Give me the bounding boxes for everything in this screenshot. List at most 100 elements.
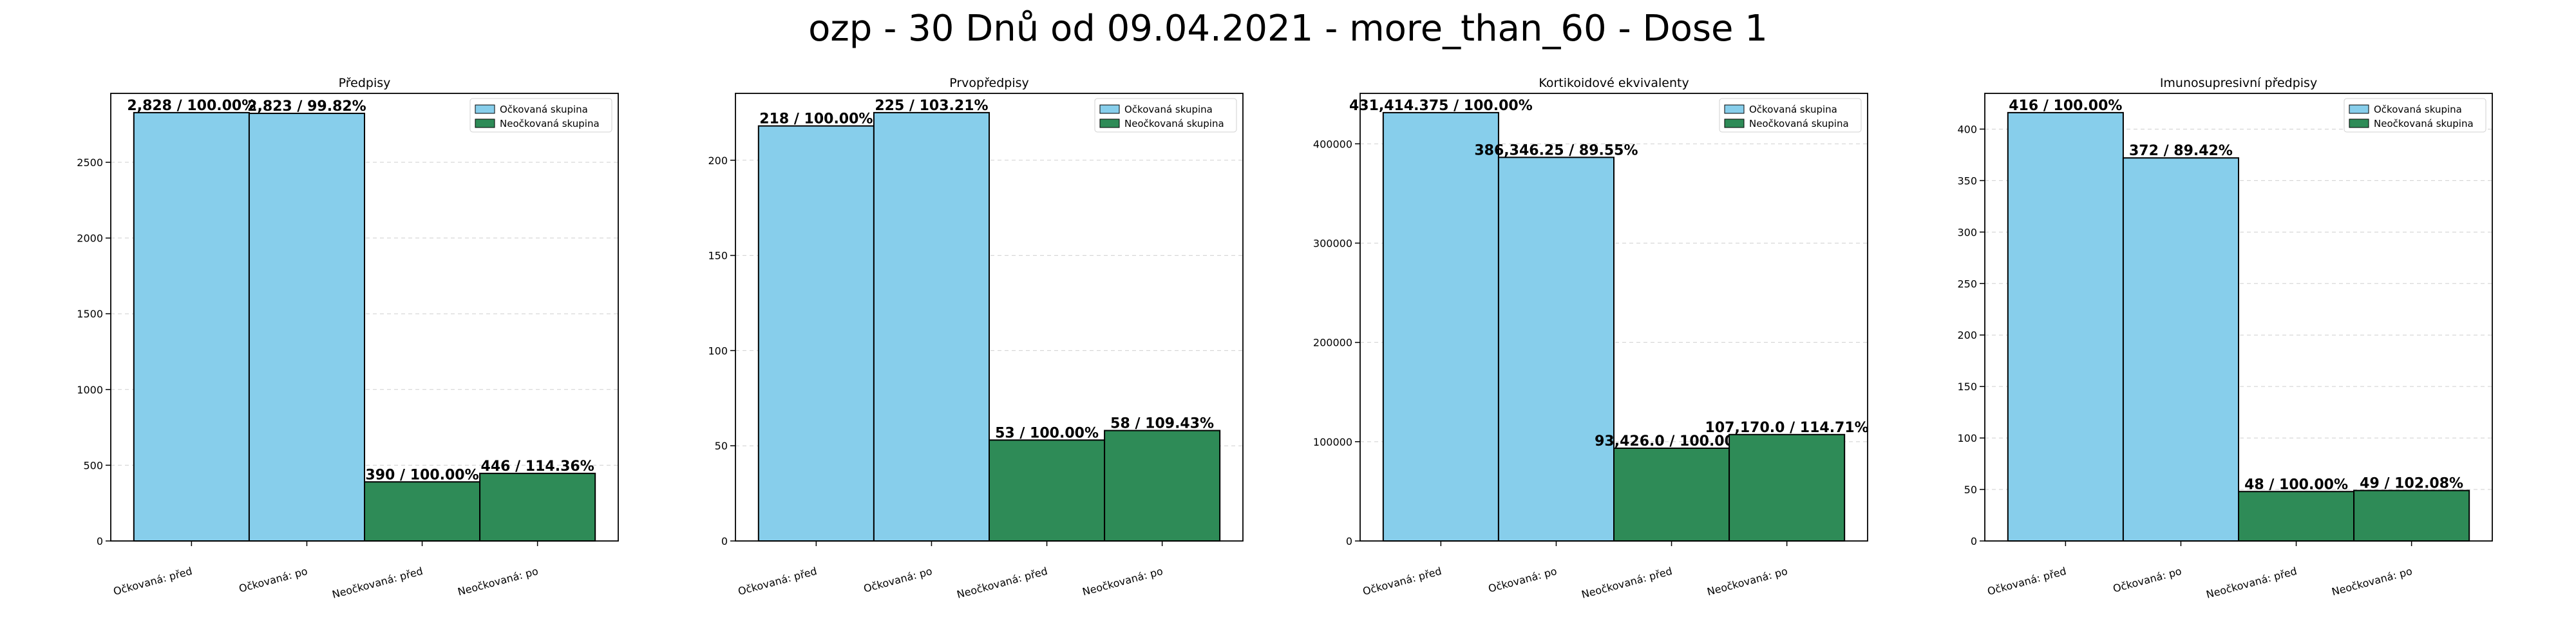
bar (2353, 489, 2470, 542)
legend-box (1094, 98, 1237, 133)
y-tick-label: 400 (1957, 123, 1977, 135)
data-label: 49 / 102.08% (2360, 476, 2463, 492)
axes-frame (110, 93, 619, 542)
y-tick-label: 0 (1346, 535, 1352, 547)
y-tick-label: 50 (1964, 484, 1977, 496)
x-tick-label: Neočkovaná: před (2205, 565, 2298, 601)
y-tick-label: 250 (1957, 278, 1977, 290)
legend-entry: Očkovaná skupina (2374, 104, 2462, 115)
legend-entry: Neočkovaná skupina (1124, 118, 1224, 129)
bar (1613, 447, 1730, 542)
data-label: 431,414.375 / 100.00% (1349, 98, 1533, 114)
y-tick-label: 100 (1957, 432, 1977, 444)
bar (757, 125, 875, 542)
y-tick-label: 400000 (1313, 138, 1352, 150)
data-label: 390 / 100.00% (365, 467, 478, 483)
y-tick-label: 150 (1957, 381, 1977, 393)
y-tick-label: 50 (715, 440, 728, 452)
y-tick-label: 1500 (77, 308, 103, 320)
axes-frame (1984, 93, 2493, 542)
x-tick-label: Neočkovaná: po (1081, 565, 1164, 598)
chart-title: Imunosupresivní předpisy (2160, 76, 2317, 90)
bar (479, 473, 596, 542)
data-label: 372 / 89.42% (2129, 143, 2233, 159)
x-tick-label: Očkovaná: před (1361, 565, 1443, 598)
x-tick-label: Neočkovaná: po (457, 565, 540, 598)
y-tick-label: 200 (1957, 329, 1977, 341)
data-label: 93,426.0 / 100.00% (1595, 433, 1748, 450)
y-tick-label: 300 (1957, 226, 1977, 238)
x-tick-label: Očkovaná: po (1487, 565, 1558, 595)
y-tick-label: 0 (1971, 535, 1977, 547)
legend-box (2344, 98, 2486, 133)
data-label: 53 / 100.00% (995, 425, 1099, 441)
x-tick-label: Neočkovaná: před (1580, 565, 1674, 601)
legend-entry: Očkovaná skupina (500, 104, 588, 115)
bar (989, 439, 1106, 542)
y-tick-label: 500 (83, 459, 103, 471)
data-label: 446 / 114.36% (481, 459, 594, 475)
bar (1382, 111, 1499, 542)
y-tick-label: 2500 (77, 156, 103, 169)
legend-swatch (1724, 118, 1745, 128)
y-tick-label: 200000 (1313, 337, 1352, 349)
chart-title: Kortikoidové ekvivalenty (1539, 76, 1689, 90)
x-tick-label: Očkovaná: po (238, 565, 309, 595)
y-tick-label: 100 (708, 345, 728, 357)
data-label: 107,170.0 / 114.71% (1705, 420, 1869, 436)
x-tick-label: Očkovaná: před (737, 565, 819, 598)
legend-swatch (2349, 118, 2369, 128)
legend-entry: Neočkovaná skupina (500, 118, 600, 129)
axes-frame (735, 93, 1244, 542)
legend-swatch (475, 104, 495, 114)
figure-title: ozp - 30 Dnů od 09.04.2021 - more_than_6… (808, 8, 1768, 50)
chart-title: Předpisy (339, 76, 391, 90)
data-label: 416 / 100.00% (2009, 98, 2122, 114)
y-tick-label: 1000 (77, 384, 103, 396)
bar (2007, 111, 2124, 542)
data-label: 386,346.25 / 89.55% (1474, 142, 1638, 158)
y-tick-label: 200 (708, 155, 728, 167)
x-tick-label: Očkovaná: po (2112, 565, 2183, 595)
data-label: 2,828 / 100.00% (127, 98, 256, 114)
legend-swatch (1724, 104, 1745, 114)
legend-entry: Neočkovaná skupina (2374, 118, 2474, 129)
legend-box (1719, 98, 1862, 133)
y-tick-label: 300000 (1313, 237, 1352, 249)
x-tick-label: Neočkovaná: po (2331, 565, 2414, 598)
x-tick-label: Neočkovaná: před (956, 565, 1049, 601)
chart-panel-4: 416 / 100.00% Očkovaná: před 372 / 89.42% O… (1957, 76, 2493, 601)
data-label: 2,823 / 99.82% (247, 99, 366, 115)
bar (1104, 430, 1221, 542)
y-tick-label: 0 (721, 535, 728, 547)
chart-panel-3: 431,414.375 / 100.00% Očkovaná: před 386,3… (1313, 76, 1869, 601)
axes-frame (1359, 93, 1868, 542)
bar (1497, 156, 1615, 542)
legend-swatch (1099, 104, 1120, 114)
legend-entry: Neočkovaná skupina (1749, 118, 1849, 129)
bar (133, 111, 250, 542)
chart-title: Prvopředpisy (949, 76, 1029, 90)
chart-panel-1: 2,828 / 100.00% Očkovaná: před 2,823 / 99.… (77, 76, 619, 601)
legend-box (469, 98, 612, 133)
legend-swatch (1099, 118, 1120, 128)
y-tick-label: 0 (97, 535, 103, 547)
y-tick-label: 2000 (77, 232, 103, 245)
x-tick-label: Očkovaná: před (1986, 565, 2068, 598)
data-label: 218 / 100.00% (759, 111, 873, 128)
x-tick-label: Neočkovaná: před (331, 565, 424, 601)
data-label: 48 / 100.00% (2244, 477, 2348, 493)
bar (248, 113, 365, 542)
y-tick-label: 150 (708, 250, 728, 262)
bar (2238, 491, 2355, 542)
bar (873, 111, 990, 542)
y-tick-label: 350 (1957, 175, 1977, 187)
y-tick-label: 100000 (1313, 436, 1352, 448)
data-label: 225 / 103.21% (875, 98, 988, 114)
data-label: 58 / 109.43% (1110, 416, 1214, 432)
bar (364, 481, 481, 542)
x-tick-label: Očkovaná: před (112, 565, 194, 598)
chart-panel-2: 218 / 100.00% Očkovaná: před 225 / 103.21%… (708, 76, 1244, 601)
legend-entry: Očkovaná skupina (1124, 104, 1213, 115)
